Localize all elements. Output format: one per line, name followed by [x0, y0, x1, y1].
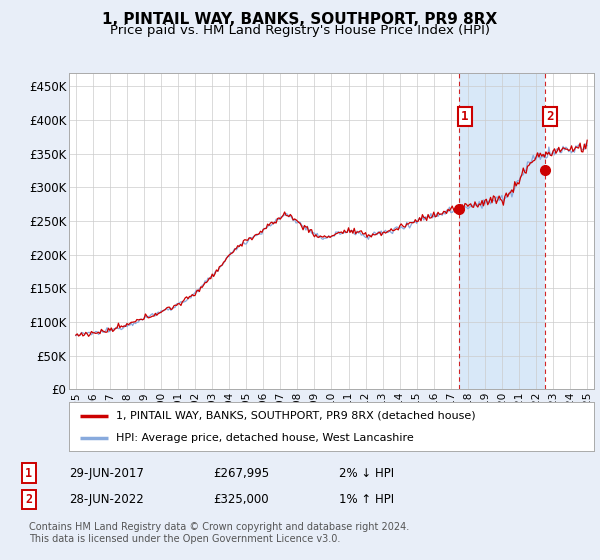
Text: 2: 2 — [25, 493, 32, 506]
Text: 29-JUN-2017: 29-JUN-2017 — [69, 466, 144, 480]
Text: 1: 1 — [461, 110, 469, 123]
Text: 1: 1 — [25, 466, 32, 480]
Text: HPI: Average price, detached house, West Lancashire: HPI: Average price, detached house, West… — [116, 433, 414, 442]
Text: £325,000: £325,000 — [213, 493, 269, 506]
Text: 1, PINTAIL WAY, BANKS, SOUTHPORT, PR9 8RX (detached house): 1, PINTAIL WAY, BANKS, SOUTHPORT, PR9 8R… — [116, 410, 476, 421]
Text: Price paid vs. HM Land Registry's House Price Index (HPI): Price paid vs. HM Land Registry's House … — [110, 24, 490, 36]
Text: £267,995: £267,995 — [213, 466, 269, 480]
Text: 2% ↓ HPI: 2% ↓ HPI — [339, 466, 394, 480]
Text: 28-JUN-2022: 28-JUN-2022 — [69, 493, 144, 506]
Text: 2: 2 — [546, 110, 554, 123]
Bar — [460, 73, 545, 389]
Text: Contains HM Land Registry data © Crown copyright and database right 2024.
This d: Contains HM Land Registry data © Crown c… — [29, 522, 409, 544]
Text: 1, PINTAIL WAY, BANKS, SOUTHPORT, PR9 8RX: 1, PINTAIL WAY, BANKS, SOUTHPORT, PR9 8R… — [103, 12, 497, 27]
Text: 1% ↑ HPI: 1% ↑ HPI — [339, 493, 394, 506]
